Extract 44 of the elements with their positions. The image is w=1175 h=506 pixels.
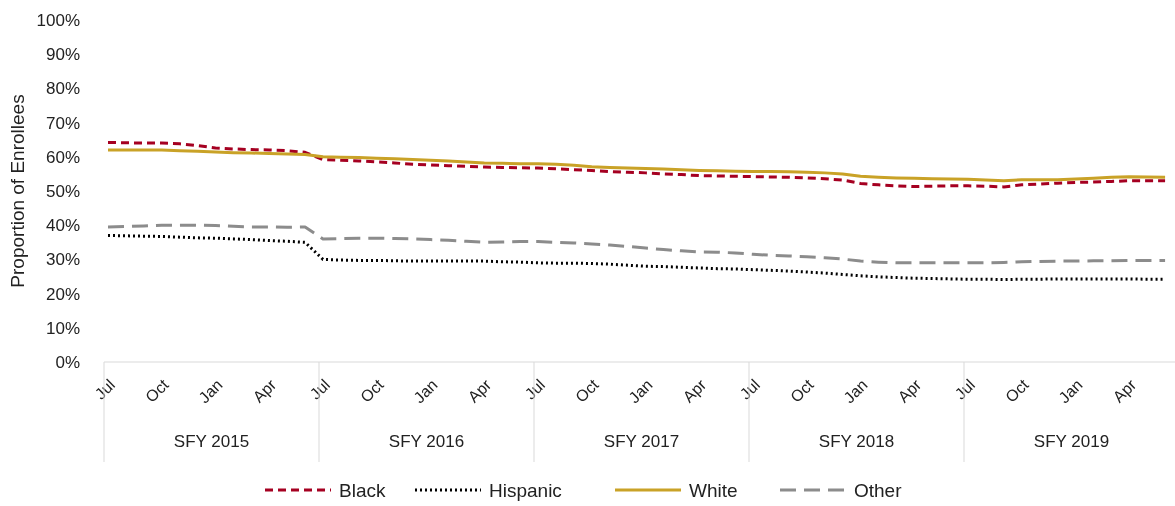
legend-label: Black <box>339 479 386 501</box>
x-tick-label: Jan <box>1055 376 1086 407</box>
x-tick-label: Jan <box>195 376 226 407</box>
x-tick-label: Oct <box>142 375 173 406</box>
x-tick-label: Jul <box>736 376 764 403</box>
y-tick-label: 40% <box>45 216 80 236</box>
text: SFY 2019 <box>1033 432 1110 451</box>
legend-label: White <box>689 479 738 501</box>
y-tick-label: 20% <box>45 284 80 304</box>
x-tick-label: Apr <box>249 375 280 406</box>
text: SFY 2015 <box>173 432 250 451</box>
text: SFY 2016 <box>388 432 465 451</box>
x-tick-label: Apr <box>679 375 710 406</box>
legend-label: Hispanic <box>489 479 562 501</box>
y-tick-label: 90% <box>45 45 80 65</box>
y-tick-label: 60% <box>45 147 80 167</box>
y-axis-title: Proportion of Enrollees <box>7 94 28 288</box>
x-tick-label: Jul <box>951 376 979 403</box>
x-tick-label: Oct <box>357 375 388 406</box>
x-tick-label: Jul <box>521 376 549 403</box>
legend-label: Other <box>854 479 903 501</box>
x-tick-label: Oct <box>1002 375 1033 406</box>
y-tick-label: 80% <box>45 79 80 99</box>
line-series <box>106 148 1167 183</box>
y-tick-label: 70% <box>45 113 80 133</box>
y-tick-label: 50% <box>45 181 80 201</box>
x-tick-label: Jul <box>91 376 119 403</box>
line-series <box>106 140 1167 189</box>
x-tick-label: Oct <box>787 375 818 406</box>
y-tick-label: 0% <box>55 352 80 372</box>
x-tick-label: Jan <box>625 376 656 407</box>
y-tick-label: 10% <box>45 318 80 338</box>
text: SFY 2017 <box>603 432 680 451</box>
x-tick-label: Apr <box>894 375 925 406</box>
y-tick-label: 30% <box>45 250 80 270</box>
text: SFY 2018 <box>818 432 895 451</box>
x-tick-label: Jan <box>840 376 871 407</box>
y-tick-label: 100% <box>36 10 80 30</box>
x-tick-label: Oct <box>572 375 603 406</box>
x-tick-label: Apr <box>464 375 495 406</box>
x-tick-label: Jul <box>306 376 334 403</box>
line-series <box>106 223 1167 265</box>
x-tick-label: Jan <box>410 376 441 407</box>
x-tick-label: Apr <box>1109 375 1140 406</box>
